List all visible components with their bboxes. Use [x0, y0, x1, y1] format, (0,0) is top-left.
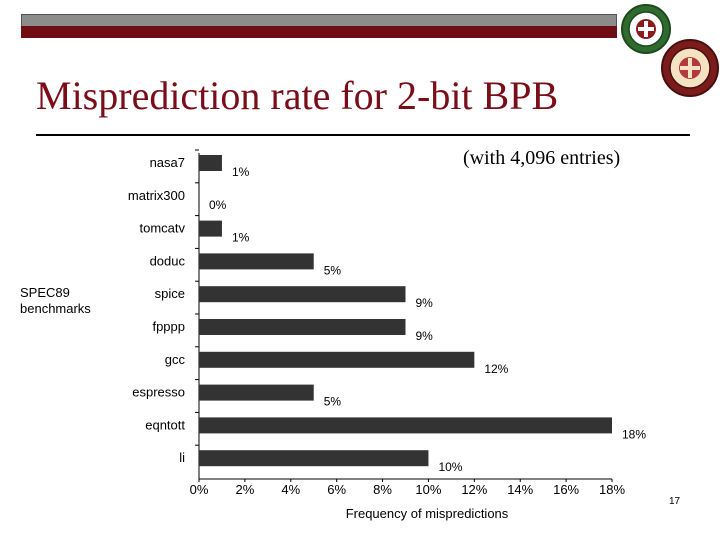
x-tick-label: 10%	[415, 482, 441, 497]
bar-value-label: 18%	[622, 427, 646, 441]
bar	[199, 155, 222, 171]
bar	[199, 450, 429, 467]
bar	[199, 384, 314, 401]
bar	[199, 286, 406, 303]
bar	[199, 319, 406, 335]
category-label: li	[179, 450, 185, 465]
bar-value-label: 1%	[232, 231, 250, 245]
category-label: fpppp	[152, 319, 185, 334]
bar	[199, 253, 314, 270]
bar-value-label: 5%	[324, 395, 342, 409]
category-label: gcc	[165, 352, 186, 367]
bar-value-label: 5%	[324, 263, 342, 277]
bar	[199, 417, 612, 434]
x-tick-label: 16%	[553, 482, 579, 497]
x-tick-label: 8%	[373, 482, 392, 497]
category-label: matrix300	[128, 188, 185, 203]
slide-title: Misprediction rate for 2-bit BPB	[36, 73, 559, 118]
bar-value-label: 9%	[416, 329, 434, 343]
category-label: doduc	[150, 253, 186, 268]
bar-value-label: 1%	[232, 165, 250, 179]
x-tick-label: 4%	[281, 482, 300, 497]
top-banner-dark-stripe	[21, 26, 617, 38]
x-tick-label: 2%	[235, 482, 254, 497]
category-label: tomcatv	[139, 221, 185, 236]
top-banner	[21, 14, 617, 38]
title-underline	[36, 134, 690, 136]
x-axis-title: Frequency of mispredictions	[346, 506, 509, 521]
bar-value-label: 10%	[438, 460, 462, 474]
group-label-line-2: benchmarks	[20, 301, 91, 316]
category-label: nasa7	[150, 155, 185, 170]
university-seal-upper	[621, 4, 671, 54]
bar-value-label: 0%	[209, 198, 227, 212]
university-seal-lower	[661, 39, 719, 97]
x-tick-label: 6%	[327, 482, 346, 497]
x-tick-label: 14%	[507, 482, 533, 497]
bar	[199, 351, 475, 368]
category-label: eqntott	[145, 417, 185, 432]
category-label: spice	[155, 286, 185, 301]
benchmark-group-label: SPEC89 benchmarks	[20, 285, 91, 317]
group-label-line-1: SPEC89	[20, 285, 70, 300]
category-label: espresso	[132, 385, 185, 400]
bar	[199, 220, 222, 237]
x-tick-label: 18%	[599, 482, 625, 497]
chart-subtitle: (with 4,096 entries)	[463, 147, 621, 169]
x-tick-label: 12%	[461, 482, 487, 497]
x-tick-label: 0%	[190, 482, 209, 497]
slide-number: 17	[669, 496, 681, 507]
bar-value-label: 12%	[484, 362, 508, 376]
bar-value-label: 9%	[416, 296, 434, 310]
